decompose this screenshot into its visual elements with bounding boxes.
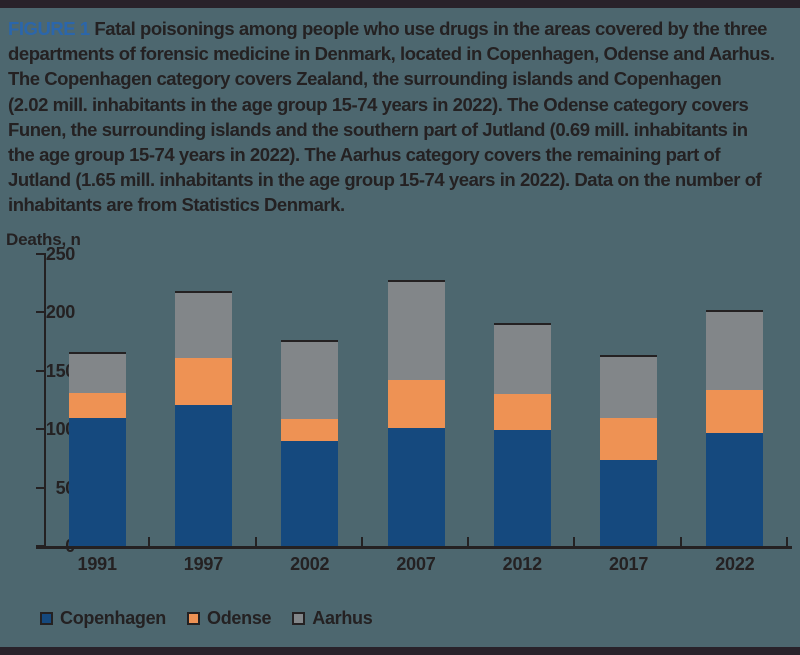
bar-top-line [493, 323, 551, 326]
plot-area: 0 50 100 150 200 250 1991 1997 2002 2007 2012 2017 2… [36, 245, 792, 574]
bar-top-line [706, 310, 764, 313]
bar-2007 [387, 280, 445, 546]
y-axis-tick [36, 369, 45, 372]
x-axis-label-1991: 1991 [77, 554, 117, 574]
bar-top-line [281, 339, 339, 342]
y-axis-tick-label: 50 [55, 477, 76, 498]
bar-top-line [68, 352, 126, 355]
bar-segment-copenhagen-1991 [68, 417, 126, 546]
bar-segment-aarhus-2007 [387, 282, 445, 381]
bar-segment-aarhus-2012 [493, 325, 551, 395]
x-axis-label-2017: 2017 [608, 554, 649, 574]
y-axis-tick [36, 545, 45, 547]
bar-1997 [174, 290, 232, 546]
figure-caption: FIGURE 1 Fatal poisonings among people w… [8, 16, 794, 218]
bar-2012 [493, 323, 551, 546]
y-axis-tick-label: 200 [45, 302, 75, 323]
x-axis-tick [467, 537, 470, 546]
y-axis-tick [36, 486, 45, 489]
bar-segment-aarhus-2002 [281, 341, 339, 419]
figure-background: FIGURE 1 Fatal poisonings among people w… [0, 8, 800, 647]
bar-top-line [174, 290, 232, 293]
y-axis-tick-label: 150 [45, 360, 75, 381]
y-axis-tick [36, 311, 45, 314]
figure-caption-text: Fatal poisonings among people who use dr… [8, 18, 775, 216]
bar-segment-aarhus-1997 [174, 292, 232, 358]
y-axis-tick-label: 0 [65, 536, 75, 556]
y-axis-tick [36, 253, 45, 255]
x-axis-label-2007: 2007 [396, 554, 436, 574]
x-axis-tick [573, 537, 576, 546]
x-axis-label-2022: 2022 [715, 554, 755, 574]
bar-2002 [281, 339, 339, 546]
figure-number-label: FIGURE 1 [8, 18, 90, 39]
y-axis-tick-label: 100 [45, 419, 75, 440]
legend-item-copenhagen: Copenhagen [40, 608, 166, 629]
bar-segment-aarhus-2022 [706, 312, 764, 390]
chart-legend: Copenhagen Odense Aarhus [40, 608, 373, 629]
x-axis-tick [786, 537, 788, 546]
bar-segment-odense-2017 [600, 417, 658, 460]
y-axis-title: Deaths, n [6, 230, 81, 249]
x-axis-label-1997: 1997 [183, 554, 224, 574]
bar-segment-copenhagen-2017 [600, 459, 658, 546]
bar-segment-odense-2002 [281, 418, 339, 441]
legend-swatch-odense [187, 612, 201, 625]
y-axis-tick-label: 250 [45, 244, 75, 264]
x-axis-tick [254, 537, 257, 546]
bar-segment-odense-2012 [493, 394, 551, 431]
legend-label-odense: Odense [207, 608, 272, 628]
y-axis-tick [36, 428, 45, 431]
legend-swatch-aarhus [292, 612, 306, 625]
bar-segment-odense-2007 [387, 380, 445, 429]
x-axis-label-2002: 2002 [290, 554, 330, 574]
y-axis-line [44, 253, 46, 549]
bar-segment-odense-2022 [706, 389, 764, 433]
x-axis-tick [148, 537, 151, 546]
bar-segment-copenhagen-2022 [706, 432, 764, 546]
bar-segment-odense-1997 [174, 357, 232, 405]
bar-segment-copenhagen-2012 [493, 430, 551, 546]
x-axis-tick [679, 537, 682, 546]
bar-segment-copenhagen-2002 [281, 440, 339, 546]
bar-segment-aarhus-1991 [68, 354, 126, 394]
x-axis-tick [360, 537, 363, 546]
legend-label-copenhagen: Copenhagen [60, 608, 167, 628]
bar-2017 [600, 354, 658, 546]
legend-item-odense: Odense [187, 608, 272, 629]
x-axis-label-2012: 2012 [502, 554, 542, 574]
legend-swatch-copenhagen [40, 612, 53, 625]
x-axis-line [36, 546, 792, 549]
bar-1991 [68, 352, 126, 546]
bar-top-line [387, 280, 445, 283]
legend-label-aarhus: Aarhus [312, 608, 373, 628]
bar-segment-odense-1991 [68, 393, 126, 418]
bar-segment-copenhagen-2007 [387, 428, 445, 546]
bar-2022 [706, 310, 764, 546]
bar-top-line [600, 354, 658, 357]
bar-segment-copenhagen-1997 [174, 404, 232, 546]
bar-segment-aarhus-2017 [600, 356, 658, 418]
legend-item-aarhus: Aarhus [292, 608, 373, 629]
